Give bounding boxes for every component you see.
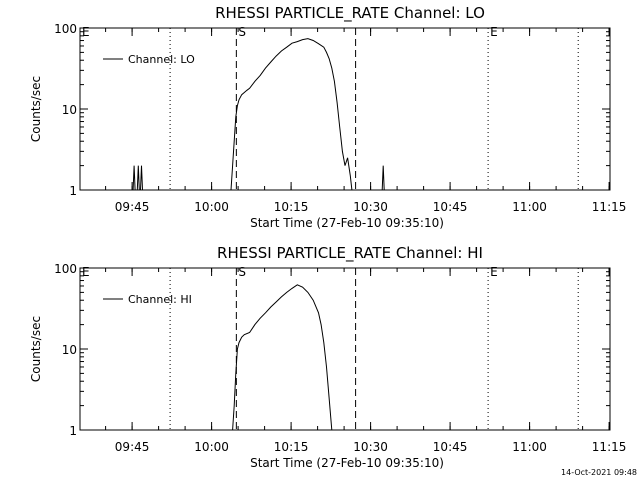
x-tick-label: 10:00 <box>194 440 229 454</box>
noise-spike <box>136 165 140 191</box>
y-axis-label: Counts/sec <box>29 76 43 142</box>
noise-spike <box>132 165 136 191</box>
y-tick-label: 100 <box>54 22 77 36</box>
y-tick-label: 10 <box>62 103 77 117</box>
marker-label: E <box>490 265 498 279</box>
x-tick-label: 10:45 <box>433 440 468 454</box>
marker-label: S <box>238 265 246 279</box>
x-tick-label: 11:15 <box>592 200 627 214</box>
x-tick-label: 11:15 <box>592 440 627 454</box>
x-tick-label: 11:00 <box>512 200 547 214</box>
x-tick-label: 10:15 <box>274 200 309 214</box>
y-tick-label: 1 <box>69 184 77 198</box>
y-tick-label: 1 <box>69 424 77 438</box>
x-tick-label: 10:45 <box>433 200 468 214</box>
series-line-0 <box>232 284 333 431</box>
chart-title: RHESSI PARTICLE_RATE Channel: LO <box>215 4 485 23</box>
x-tick-label: 10:30 <box>353 200 388 214</box>
x-tick-label: 09:45 <box>115 200 150 214</box>
x-axis-label: Start Time (27-Feb-10 09:35:10) <box>250 456 444 470</box>
marker-label: S <box>238 25 246 39</box>
y-tick-label: 100 <box>54 262 77 276</box>
marker-label: E <box>82 25 90 39</box>
marker-label: E <box>490 25 498 39</box>
x-tick-label: 11:00 <box>512 440 547 454</box>
noise-spike <box>381 165 385 191</box>
y-tick-label: 10 <box>62 343 77 357</box>
x-axis-label: Start Time (27-Feb-10 09:35:10) <box>250 216 444 230</box>
legend-label: Channel: LO <box>128 53 195 66</box>
y-axis-label: Counts/sec <box>29 316 43 382</box>
chart-panel-1: RHESSI PARTICLE_RATE Channel: HI 1 10 100 09… <box>29 244 626 470</box>
x-tick-label: 10:00 <box>194 200 229 214</box>
marker-label: E <box>82 265 90 279</box>
x-tick-label: 10:30 <box>353 440 388 454</box>
legend-label: Channel: HI <box>128 293 192 306</box>
chart-title: RHESSI PARTICLE_RATE Channel: HI <box>217 244 483 263</box>
x-tick-label: 10:15 <box>274 440 309 454</box>
timestamp: 14-Oct-2021 09:48 <box>561 468 637 477</box>
noise-spike <box>140 165 143 191</box>
chart-panel-0: RHESSI PARTICLE_RATE Channel: LO 1 10 100 09… <box>29 4 626 230</box>
x-tick-label: 09:45 <box>115 440 150 454</box>
series-line-0 <box>230 38 353 191</box>
